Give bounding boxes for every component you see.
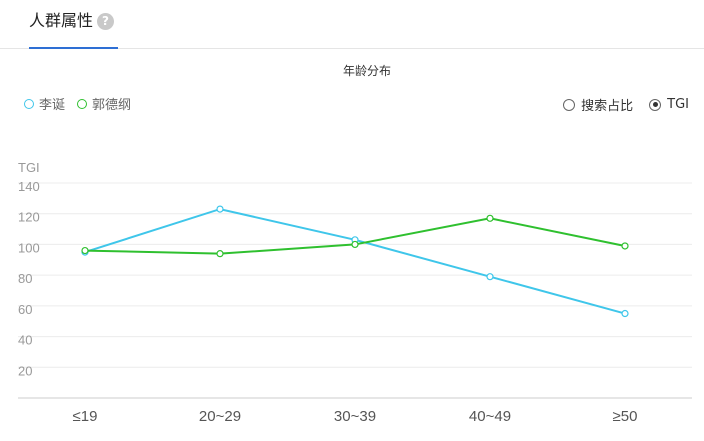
legend-label: 郭德纲 [92,98,132,113]
tab-audience-attributes[interactable]: 人群属性? [29,9,119,49]
series-1-point[interactable] [621,309,629,318]
tab-label: 人群属性 [29,11,94,30]
radio-checked-icon [649,98,662,111]
legend-label: 李诞 [39,98,66,113]
series-2-point[interactable] [486,214,494,222]
help-icon[interactable]: ? [97,12,115,30]
radio-label: TGI [667,97,689,112]
mode-radio-group: 搜索占比 TGI [563,95,689,114]
legend-marker-icon [77,98,88,109]
y-tick-label: 80 [18,271,32,286]
series-line-2 [84,217,626,255]
y-tick-label: 60 [18,302,32,317]
series-2-point[interactable] [216,250,224,258]
x-tick-label: 40~49 [469,408,511,425]
x-tick-label: 20~29 [199,408,241,425]
tab-bar: 人群属性? [0,0,704,49]
y-tick-label: 120 [18,210,40,225]
y-tick-label: 100 [18,240,40,255]
y-tick-label: 140 [18,179,40,194]
series-1-point[interactable] [216,205,224,213]
y-tick-label: 40 [18,333,32,348]
chart-legend: 李诞 郭德纲 [24,94,131,113]
series-2-point[interactable] [81,246,89,255]
y-axis-label: TGI [18,160,40,175]
series-line-1 [84,208,626,315]
legend-item-guo-degang[interactable]: 郭德纲 [77,94,131,113]
series-1-point[interactable] [486,273,494,281]
radio-unchecked-icon [563,98,576,111]
x-tick-label: 30~39 [334,408,376,425]
chart-title: 年龄分布 [342,64,391,78]
x-tick-label: ≥50 [613,408,638,425]
y-tick-label: 20 [18,363,32,378]
series-2-point[interactable] [621,242,629,250]
radio-tgi[interactable]: TGI [649,95,689,114]
x-tick-label: ≤19 [73,408,98,425]
series-2-point[interactable] [351,240,359,249]
radio-search-share[interactable]: 搜索占比 [563,95,633,114]
legend-marker-icon [24,98,34,109]
legend-item-li-dan[interactable]: 李诞 [24,94,65,113]
radio-label: 搜索占比 [581,99,634,114]
